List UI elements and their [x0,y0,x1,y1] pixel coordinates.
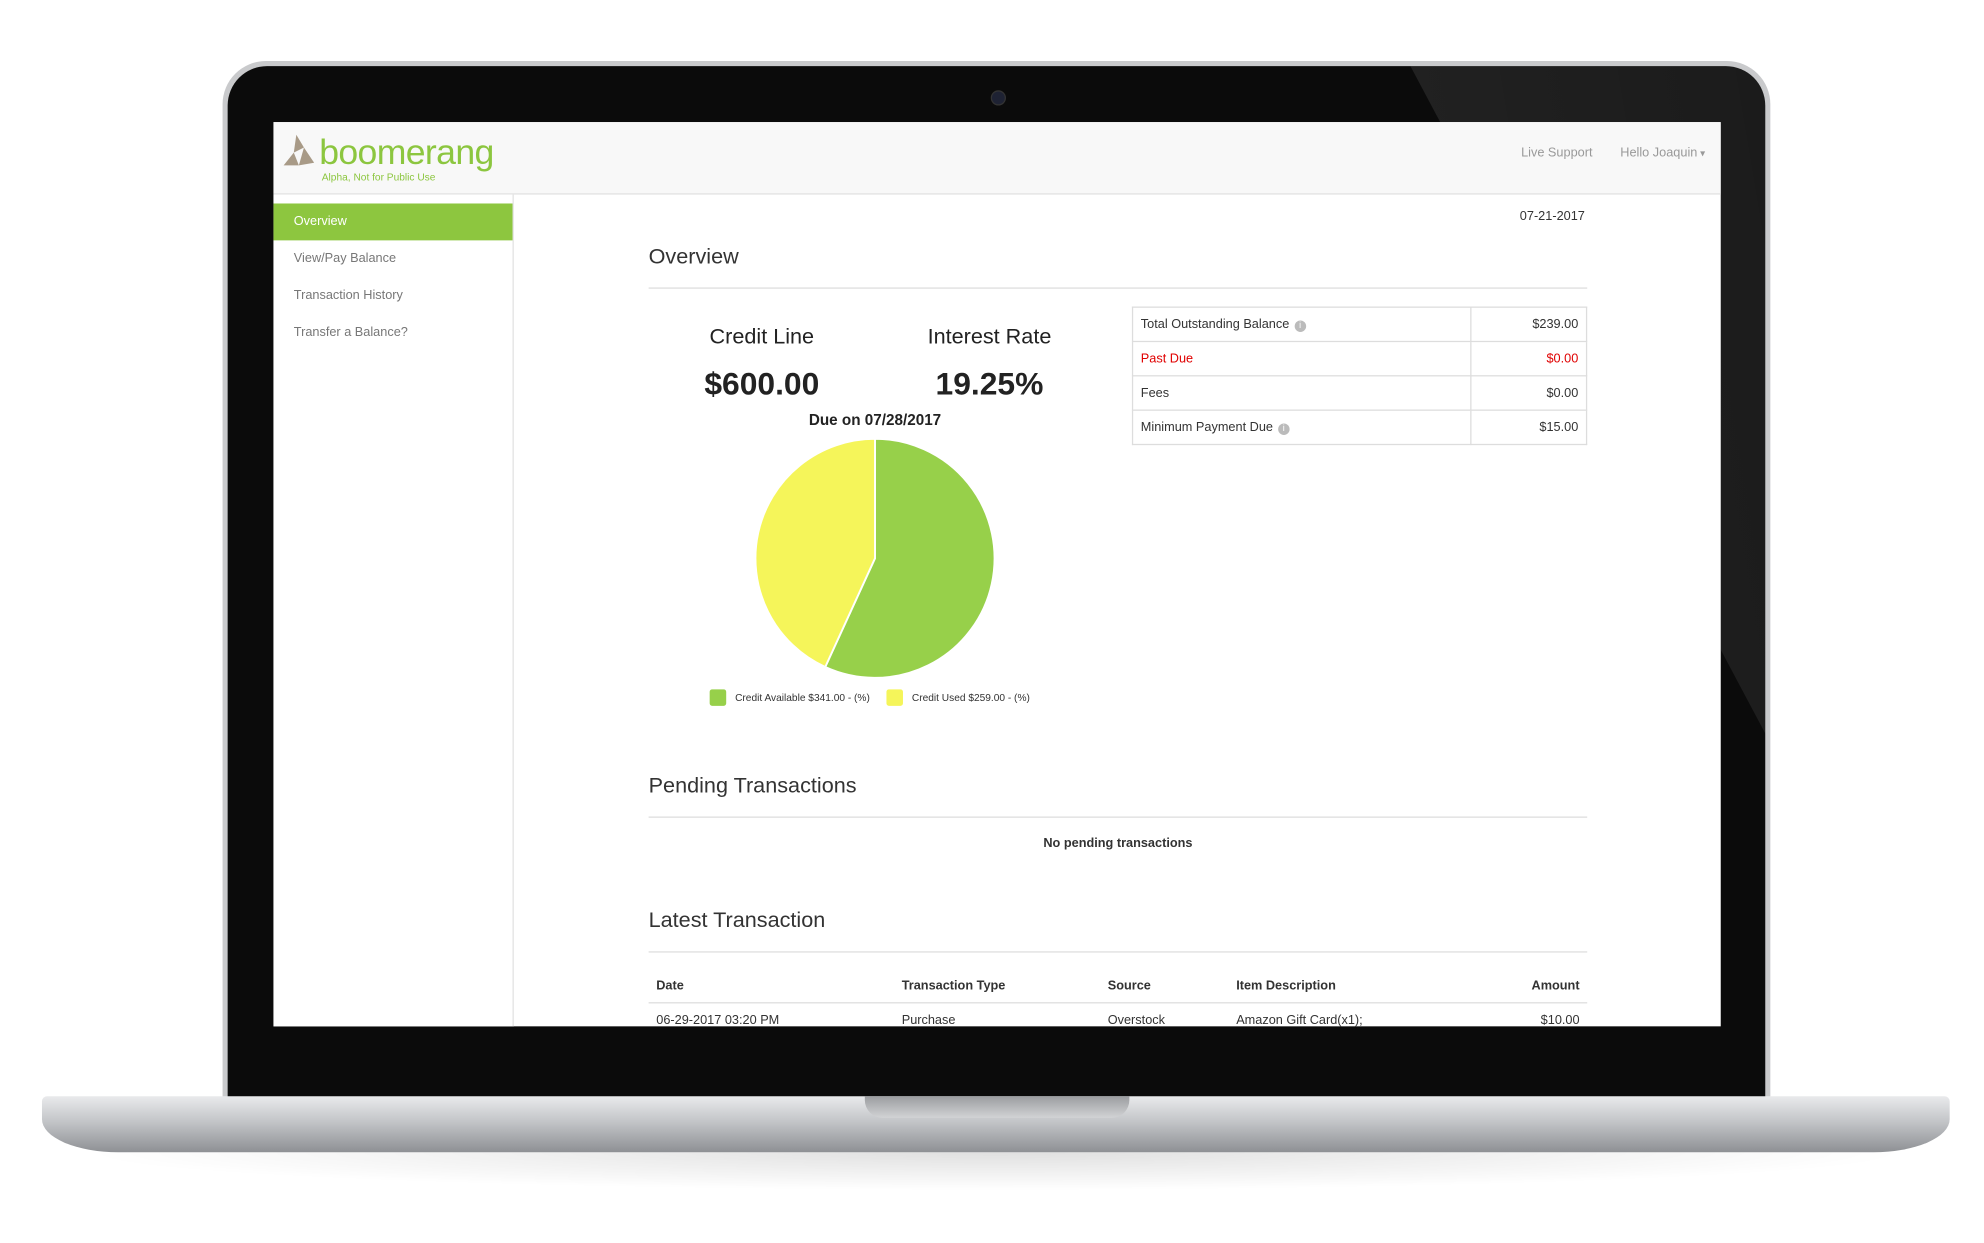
interest-rate: 19.25% [935,366,1044,402]
cell: $0.00 [1470,375,1588,411]
tagline: Alpha, Not for Public Use [321,171,436,184]
section-title: Pending Transactions [648,773,857,798]
logo[interactable]: boomerang [319,132,494,172]
cell: Past Due [1131,340,1472,377]
cell: $15.00 [1470,409,1588,446]
row: Minimum Payment Due$15.00 [1131,409,1588,446]
legend-label: Credit Available $341.00 - (%) [735,693,870,704]
credit-line-label: Credit Line [709,324,815,349]
sidebar [273,194,514,1027]
column-header: Amount [1531,979,1580,994]
legend-swatch [709,689,727,706]
user-menu[interactable]: Hello Joaquin [1620,146,1705,160]
section-title: Overview [648,244,739,269]
notch [864,1096,1130,1118]
balance-table: Total Outstanding Balance$239.00 Past Du… [1131,306,1588,446]
due-date: Due on 07/28/2017 [808,410,942,429]
column-header: Item Description [1236,979,1336,994]
camera [990,90,1006,106]
pie-slice [823,437,996,679]
column-header: Source [1107,979,1151,994]
row: Past Due $0.00 [1131,340,1588,377]
cell: Total Outstanding Balance [1131,306,1472,343]
legend-label: Credit Used $259.00 - (%) [912,693,1030,704]
interest-rate-label: Interest Rate [927,324,1052,349]
logo-icon [283,134,315,166]
divider [648,1002,1588,1004]
date: 07-21-2017 [1519,209,1585,224]
cell: Amazon Gift Card(x1); [1236,1013,1363,1027]
credit-line: $600.00 [704,366,820,402]
pie-slice [754,437,876,669]
row: Total Outstanding Balance$239.00 [1131,306,1588,343]
active-nav-bg [273,203,513,241]
cell: 06-29-2017 03:20 PM [656,1013,780,1027]
nav-item[interactable]: Overview [293,214,347,229]
row: Fees $0.00 [1131,375,1588,411]
cell: $0.00 [1470,340,1588,377]
divider [648,287,1588,289]
column-header: Date [656,979,684,994]
legend-swatch [886,689,903,706]
nav-item[interactable]: Transaction History [293,288,403,303]
pie-chart: Credit Available $341.00 - (%) Credit Use… [709,437,1030,706]
live-support[interactable]: Live Support [1521,146,1593,161]
cell: Overstock [1107,1013,1165,1027]
shadow [76,1152,1916,1191]
divider [648,951,1588,953]
empty-message: No pending transactions [1043,836,1193,851]
nav-item[interactable]: View/Pay Balance [293,251,397,266]
top-bar: boomerang Alpha, Not for Public Use Live… [273,122,1721,195]
nav-item[interactable]: Transfer a Balance? [293,325,408,340]
cell: Minimum Payment Due [1131,409,1472,446]
section-title: Latest Transaction [648,908,826,933]
divider [648,816,1588,818]
cell: Purchase [901,1013,956,1027]
cell: $10.00 [1540,1013,1580,1027]
screen: boomerang Alpha, Not for Public Use Live… [273,122,1721,1027]
column-header: Transaction Type [901,979,1006,994]
